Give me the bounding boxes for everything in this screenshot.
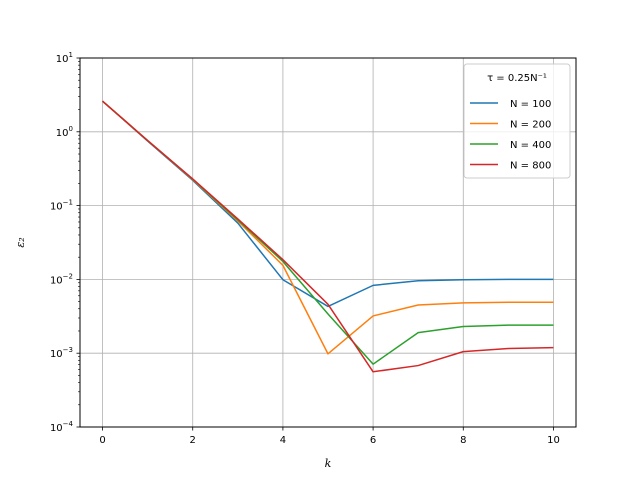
legend-entry-label: N = 100 (510, 99, 551, 110)
series-lines (102, 100, 554, 373)
plot-frame (79, 57, 577, 428)
legend-box (463, 63, 571, 179)
y-axis-label: ε₂ (14, 237, 27, 247)
y-tick-label: 10−2 (50, 272, 73, 286)
x-tick-label: 10 (547, 435, 560, 446)
series-line (102, 100, 554, 373)
x-tick-label: 0 (99, 435, 105, 446)
x-tick-label: 2 (190, 435, 196, 446)
y-tick-label: 100 (56, 125, 73, 139)
legend-title: τ = 0.25N⁻¹ (487, 73, 547, 84)
legend-entries: N = 100 N = 200 N = 400 N = 800 (470, 99, 551, 172)
x-tick-label: 8 (460, 435, 466, 446)
y-tick-label: 10−3 (50, 346, 73, 360)
y-axis-ticks: 10−4 10−3 10−2 10−1 100 101 (50, 51, 80, 434)
x-tick-label: 6 (370, 435, 376, 446)
y-tick-label: 10−1 (50, 199, 73, 213)
legend-entry-label: N = 400 (510, 140, 551, 151)
y-tick-label: 101 (56, 51, 73, 65)
x-axis-label: k (325, 457, 332, 470)
x-tick-label: 4 (280, 435, 286, 446)
legend-entry-label: N = 800 (510, 161, 551, 172)
y-tick-label: 10−4 (50, 420, 74, 434)
x-axis-ticks: 0 2 4 6 8 10 (99, 427, 560, 446)
legend-entry-label: N = 200 (510, 120, 551, 131)
legend: τ = 0.25N⁻¹ N = 100 N = 200 N = 400 N = 800 (463, 63, 571, 179)
